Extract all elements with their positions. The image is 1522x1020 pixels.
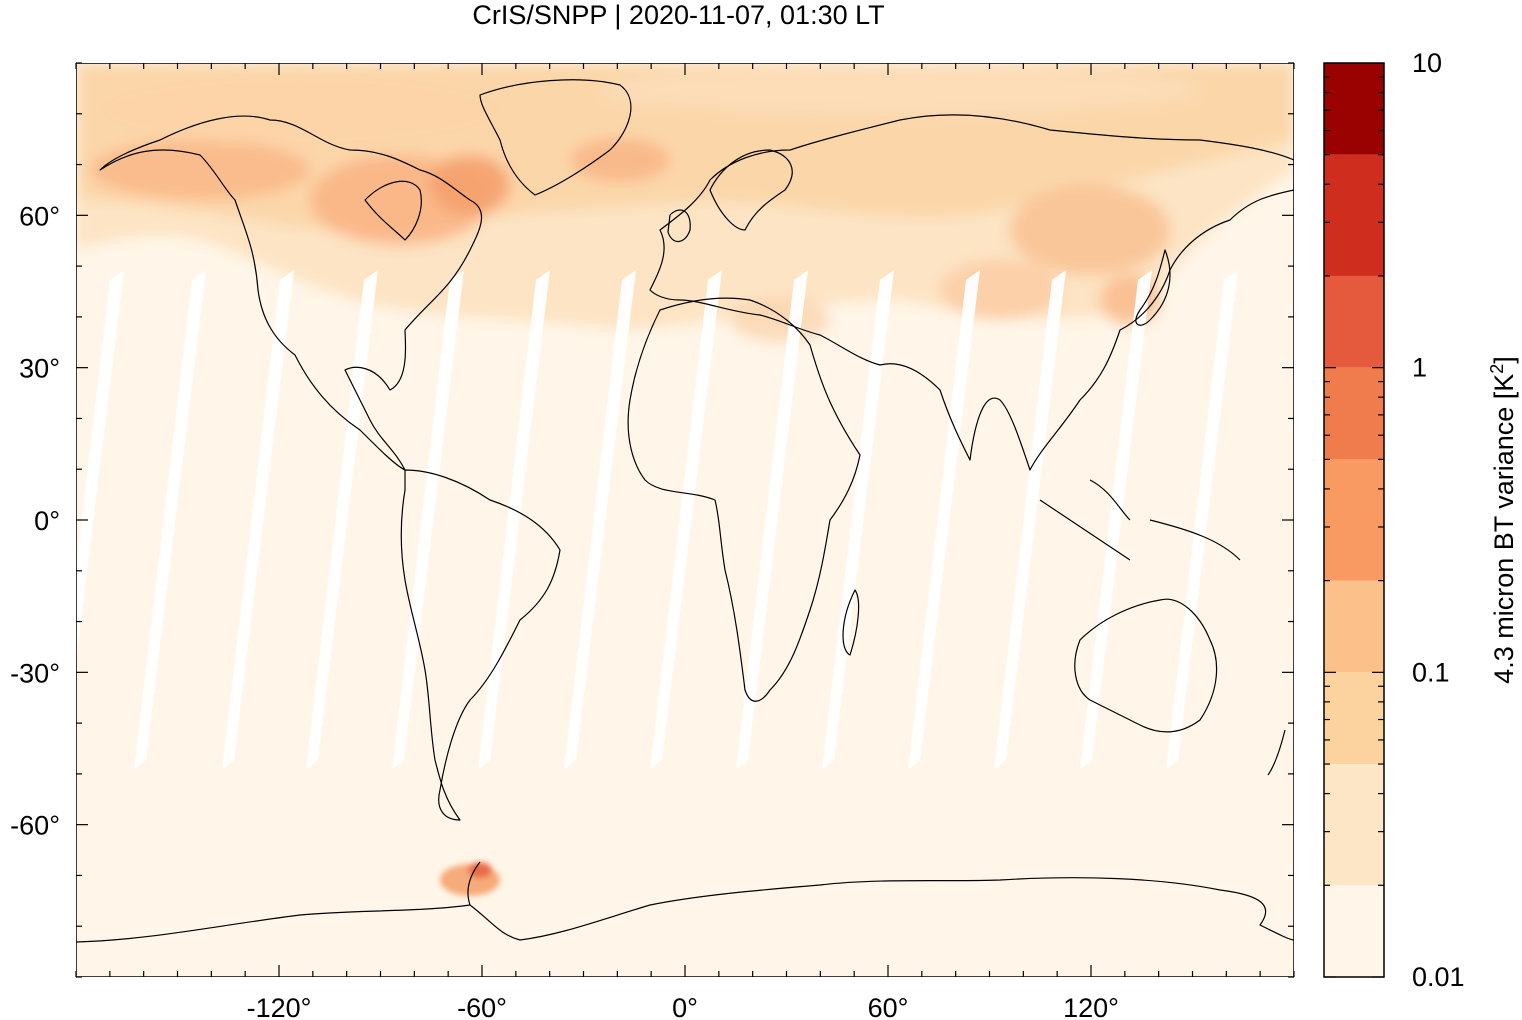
y-tick-label: 0°	[34, 506, 60, 536]
coastline-scandinavia	[709, 149, 793, 231]
coastline-africa	[627, 297, 861, 702]
orbit-gap	[134, 270, 206, 770]
x-tick-label: -120°	[247, 993, 312, 1020]
orbit-gap	[222, 270, 294, 770]
colorbar: 10 1 0.1 0.01	[1323, 48, 1465, 992]
colorbar-bin	[1324, 885, 1384, 977]
coastline-greenland	[479, 79, 632, 196]
x-tick-label: -60°	[457, 993, 507, 1020]
y-tick-label: -30°	[10, 658, 60, 688]
orbit-gap	[478, 270, 550, 770]
y-tick-label: -60°	[10, 811, 60, 841]
orbit-gap	[1166, 270, 1238, 770]
orbit-gap	[994, 270, 1066, 770]
x-tick-label: 0°	[672, 993, 698, 1020]
orbit-gap	[1080, 270, 1152, 770]
coastline-southeast-asia-islands	[1039, 479, 1241, 561]
coastline-south-america	[400, 469, 561, 821]
colorbar-bin	[1324, 154, 1384, 276]
colorbar-bin	[1324, 672, 1384, 765]
orbit-gap	[564, 270, 636, 770]
colorbar-bin	[1324, 275, 1384, 368]
orbit-gap	[650, 270, 722, 770]
coastline-australia	[1074, 598, 1218, 733]
orbit-gap	[306, 270, 378, 770]
coastline-madagascar	[842, 589, 860, 656]
orbit-gap	[736, 270, 808, 770]
colorbar-tick-label: 0.01	[1412, 962, 1465, 992]
orbit-gaps	[76, 270, 1238, 770]
colorbar-label: 4.3 micron BT variance [K2]	[1487, 356, 1519, 684]
coastline-japan	[1135, 249, 1171, 326]
coastline-antarctic-peninsula	[467, 861, 481, 906]
map-title: CrIS/SNPP | 2020-11-07, 01:30 LT	[472, 0, 885, 30]
colorbar-tick-label: 1	[1412, 353, 1427, 383]
coastline-new-zealand	[1267, 729, 1286, 776]
colorbar-frame	[1323, 62, 1385, 978]
y-tick-label: 60°	[19, 201, 60, 231]
coastline-antarctica	[76, 877, 1294, 943]
x-tick-label: 60°	[868, 993, 909, 1020]
colorbar-tick-label: 0.1	[1412, 657, 1450, 687]
colorbar-tick-label: 10	[1412, 48, 1442, 78]
map-plot-area	[76, 63, 1294, 977]
map-axes: -120° -60° 0° 60° 120° 60° 30° 0° -30° -60°	[10, 62, 1295, 1020]
coastline-british-isles	[667, 209, 691, 243]
orbit-gap	[908, 270, 980, 770]
colorbar-bin	[1324, 63, 1384, 155]
coastline-north-america	[99, 115, 483, 471]
colorbar-bin	[1324, 580, 1384, 673]
x-tick-label: 120°	[1063, 993, 1119, 1020]
orbit-gap	[392, 270, 464, 770]
coastline-hudson-bay	[364, 180, 422, 241]
orbit-gap	[822, 270, 894, 770]
orbit-gap	[76, 270, 124, 662]
y-tick-label: 30°	[19, 354, 60, 384]
colorbar-bin	[1324, 459, 1384, 581]
coastline-eurasia	[649, 114, 1294, 471]
coastlines	[76, 79, 1294, 943]
colorbar-bin	[1324, 367, 1384, 460]
variance-field-north	[76, 63, 1294, 342]
colorbar-bin	[1324, 764, 1384, 886]
